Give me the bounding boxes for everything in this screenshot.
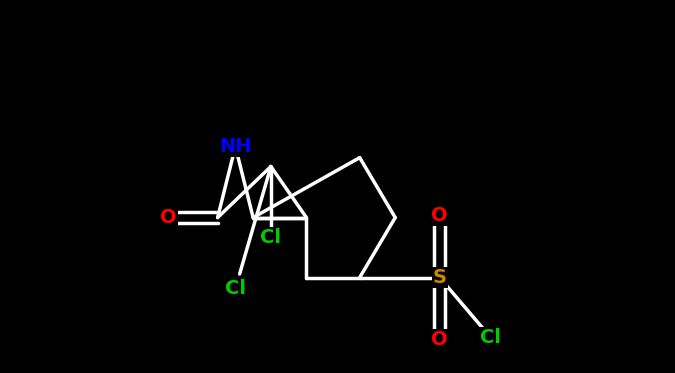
Text: O: O <box>431 330 448 349</box>
Text: S: S <box>433 268 447 287</box>
Text: O: O <box>161 208 177 227</box>
Text: O: O <box>431 206 448 225</box>
Text: Cl: Cl <box>480 328 502 347</box>
Text: NH: NH <box>219 137 252 156</box>
Text: Cl: Cl <box>261 228 281 247</box>
Text: Cl: Cl <box>225 279 246 298</box>
